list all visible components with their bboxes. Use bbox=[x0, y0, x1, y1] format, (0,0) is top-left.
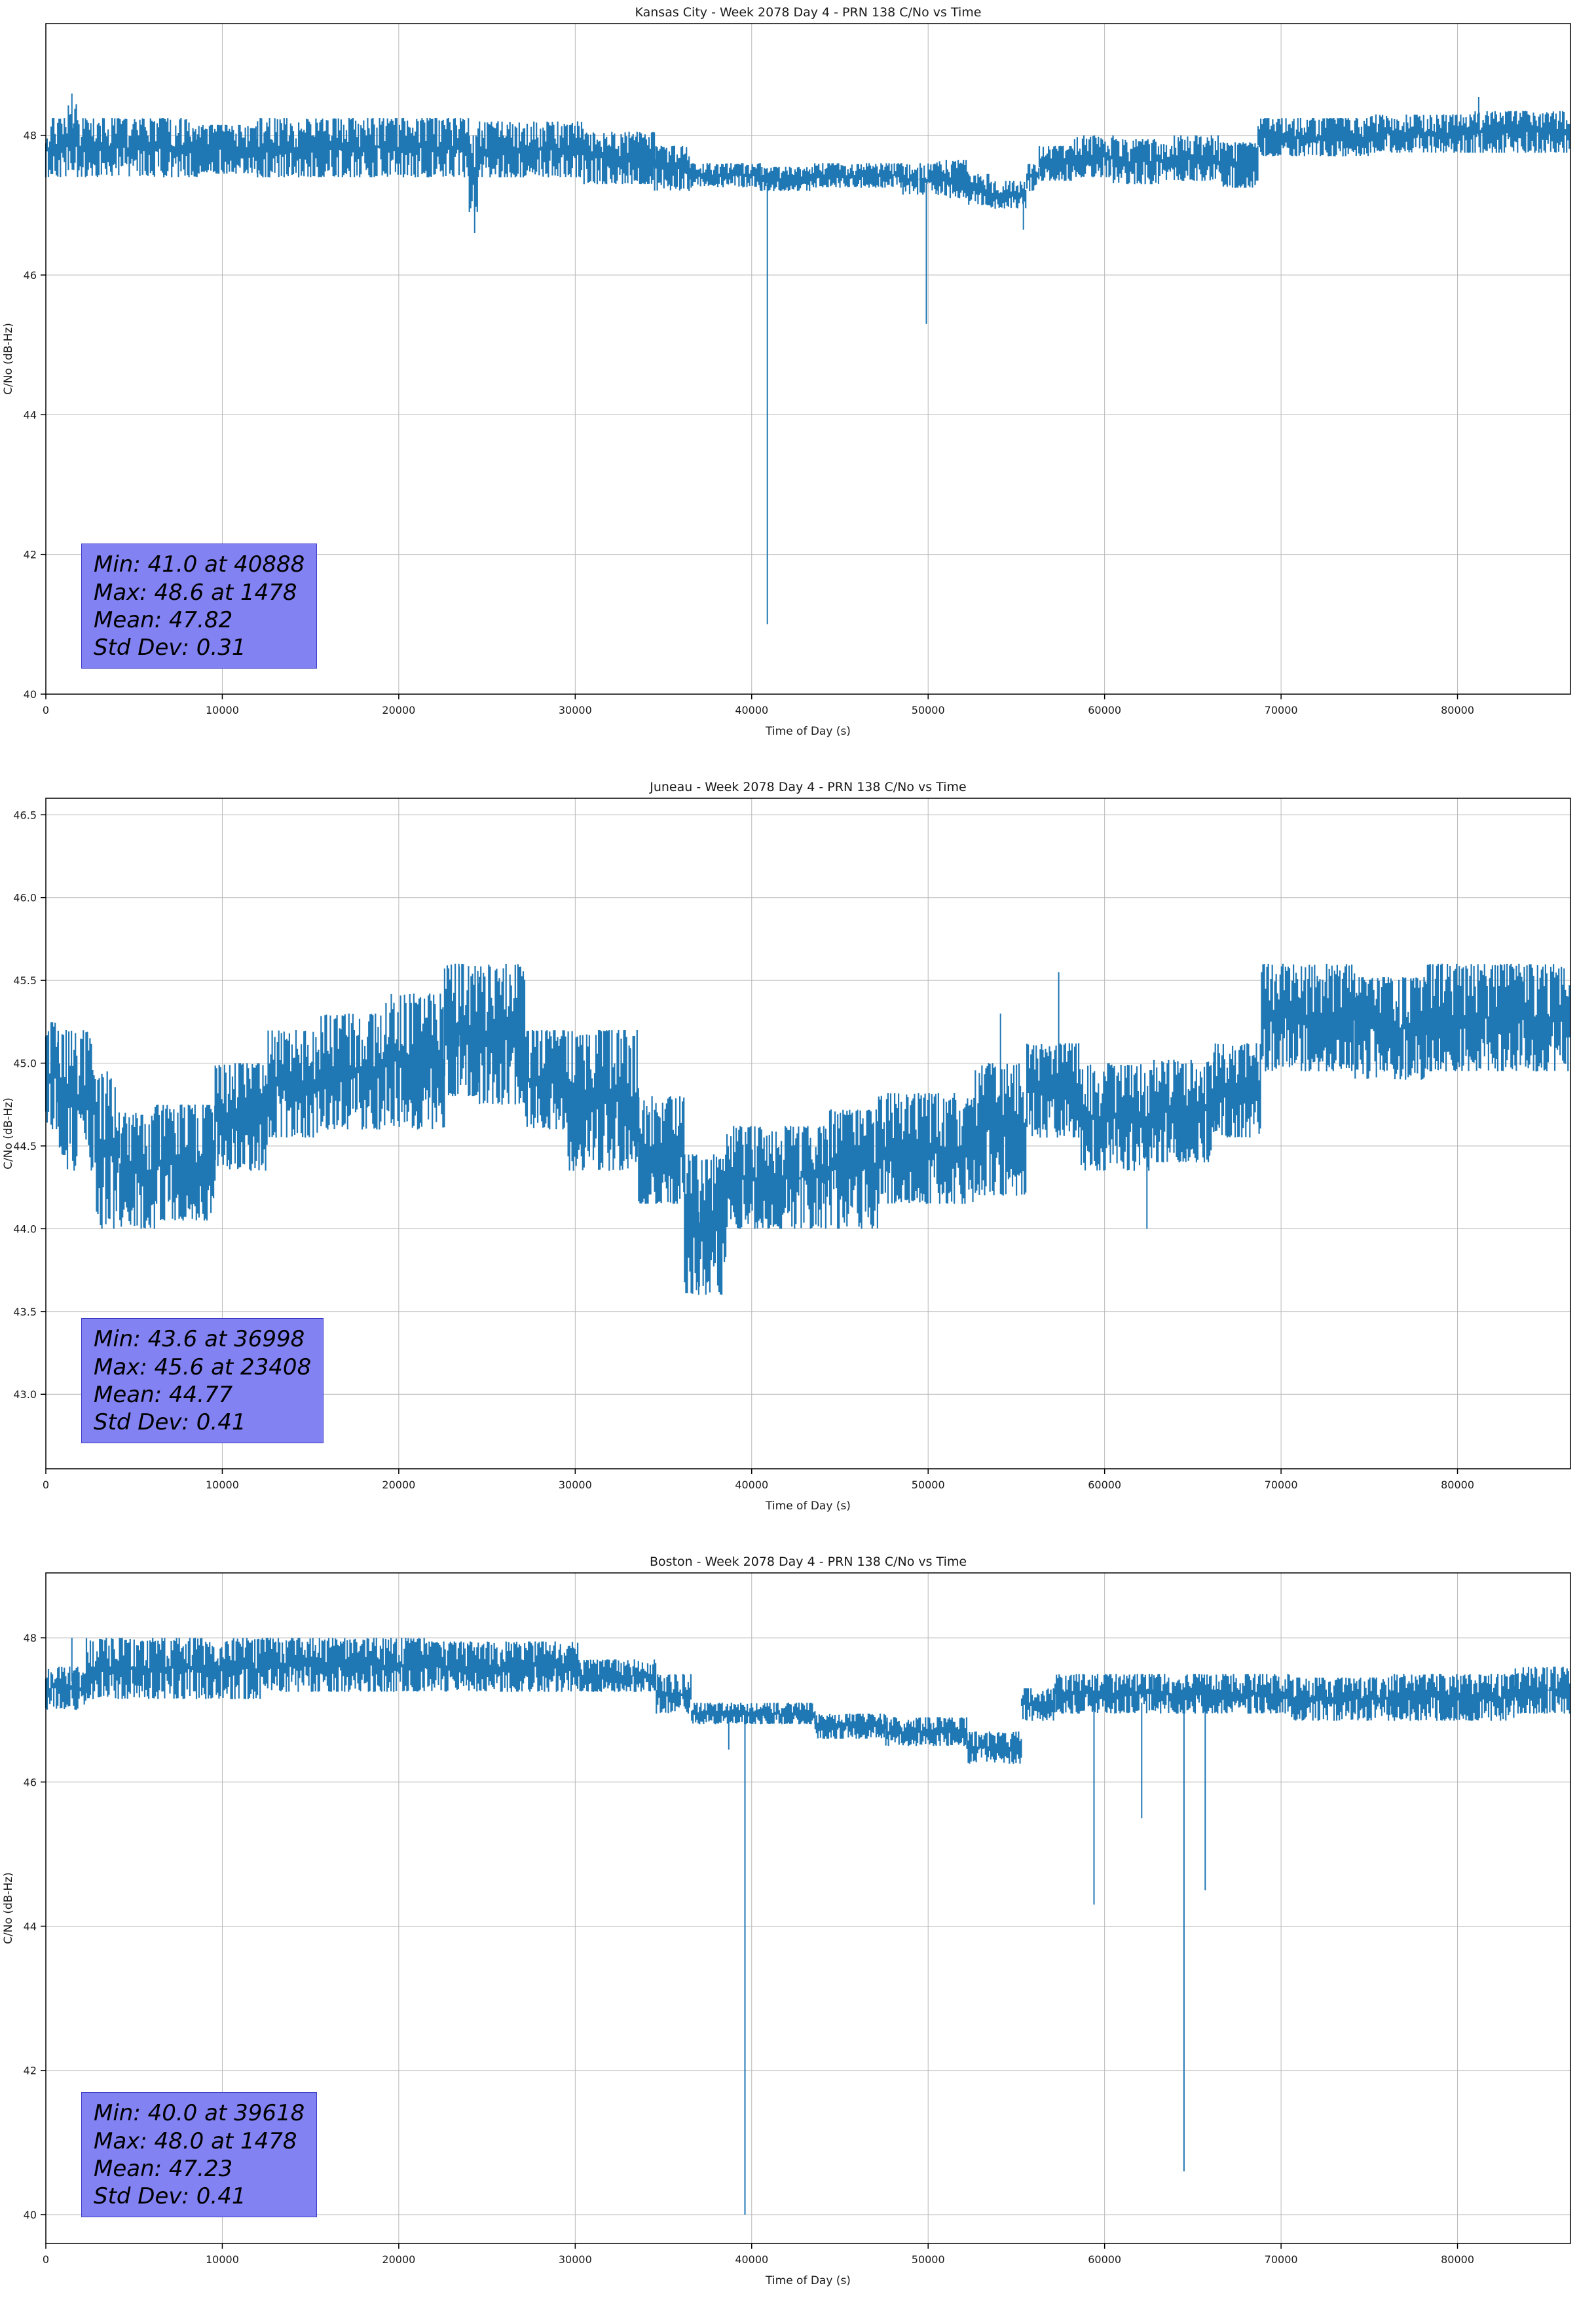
y-tick-label: 43.0 bbox=[13, 1388, 37, 1401]
y-tick-label: 42 bbox=[24, 2065, 37, 2077]
x-tick-label: 30000 bbox=[559, 704, 592, 716]
stats-mean: Mean: 47.23 bbox=[94, 2155, 233, 2182]
y-axis-label: C/No (dB-Hz) bbox=[2, 1097, 15, 1170]
x-axis-label: Time of Day (s) bbox=[765, 725, 851, 738]
figure-boston: Boston - Week 2078 Day 4 - PRN 138 C/No … bbox=[0, 1549, 1577, 2323]
x-tick-label: 60000 bbox=[1088, 2253, 1121, 2266]
stats-max: Max: 45.6 at 23408 bbox=[94, 1354, 312, 1380]
x-tick-label: 80000 bbox=[1441, 1479, 1474, 1491]
chart-title: Boston - Week 2078 Day 4 - PRN 138 C/No … bbox=[649, 1555, 967, 1569]
x-tick-label: 80000 bbox=[1441, 2253, 1474, 2266]
y-tick-label: 48 bbox=[24, 1632, 37, 1644]
x-tick-label: 20000 bbox=[382, 704, 415, 716]
x-tick-label: 10000 bbox=[206, 704, 239, 716]
chart-title: Juneau - Week 2078 Day 4 - PRN 138 C/No … bbox=[650, 780, 967, 794]
y-tick-label: 48 bbox=[24, 130, 37, 142]
x-tick-label: 50000 bbox=[912, 704, 945, 716]
stats-box: Min: 41.0 at 40888 Max: 48.6 at 1478 Mea… bbox=[81, 544, 318, 669]
figure-kansas-city: Kansas City - Week 2078 Day 4 - PRN 138 … bbox=[0, 0, 1577, 775]
x-tick-label: 80000 bbox=[1441, 704, 1474, 716]
x-tick-label: 50000 bbox=[912, 1479, 945, 1491]
x-tick-label: 40000 bbox=[735, 2253, 768, 2266]
y-tick-label: 44.5 bbox=[13, 1140, 37, 1153]
y-tick-label: 46.5 bbox=[13, 809, 37, 821]
stats-stddev: Std Dev: 0.41 bbox=[94, 2183, 246, 2209]
chart-title: Kansas City - Week 2078 Day 4 - PRN 138 … bbox=[635, 5, 982, 20]
stats-min: Min: 40.0 at 39618 bbox=[94, 2100, 305, 2127]
stats-stddev: Std Dev: 0.41 bbox=[94, 1409, 246, 1435]
stats-stddev: Std Dev: 0.31 bbox=[94, 634, 246, 661]
x-tick-label: 20000 bbox=[382, 2253, 415, 2266]
stats-max: Max: 48.6 at 1478 bbox=[94, 579, 297, 606]
x-tick-label: 50000 bbox=[912, 2253, 945, 2266]
x-tick-label: 40000 bbox=[735, 704, 768, 716]
series-spikes bbox=[71, 93, 1479, 625]
x-tick-label: 30000 bbox=[559, 2253, 592, 2266]
x-tick-label: 40000 bbox=[735, 1479, 768, 1491]
x-tick-label: 0 bbox=[43, 2253, 49, 2266]
y-tick-label: 45.0 bbox=[13, 1058, 37, 1070]
y-tick-label: 42 bbox=[24, 549, 37, 561]
x-tick-label: 10000 bbox=[206, 2253, 239, 2266]
y-tick-label: 44 bbox=[24, 1921, 37, 1933]
stats-max: Max: 48.0 at 1478 bbox=[94, 2128, 297, 2154]
x-tick-label: 30000 bbox=[559, 1479, 592, 1491]
y-tick-label: 46.0 bbox=[13, 892, 37, 904]
y-tick-label: 44 bbox=[24, 409, 37, 421]
stats-box: Min: 43.6 at 36998 Max: 45.6 at 23408 Me… bbox=[81, 1318, 324, 1443]
axes-border bbox=[45, 1572, 1571, 2244]
x-tick-label: 70000 bbox=[1265, 704, 1298, 716]
y-tick-label: 40 bbox=[24, 688, 37, 701]
x-tick-label: 70000 bbox=[1265, 2253, 1298, 2266]
y-tick-label: 44.0 bbox=[13, 1223, 37, 1235]
x-tick-label: 20000 bbox=[382, 1479, 415, 1491]
x-axis-label: Time of Day (s) bbox=[765, 1500, 851, 1513]
y-tick-label: 40 bbox=[24, 2209, 37, 2221]
axes-border bbox=[45, 798, 1571, 1469]
series-spikes bbox=[458, 963, 1148, 1295]
axes-border bbox=[45, 23, 1571, 695]
x-tick-label: 60000 bbox=[1088, 704, 1121, 716]
y-tick-label: 46 bbox=[24, 269, 37, 282]
stats-min: Min: 41.0 at 40888 bbox=[94, 551, 305, 578]
stats-mean: Mean: 44.77 bbox=[94, 1381, 233, 1408]
figure-juneau: Juneau - Week 2078 Day 4 - PRN 138 C/No … bbox=[0, 775, 1577, 1549]
series-spikes bbox=[71, 1638, 1206, 2215]
stats-mean: Mean: 47.82 bbox=[94, 606, 233, 633]
x-tick-label: 60000 bbox=[1088, 1479, 1121, 1491]
x-axis-label: Time of Day (s) bbox=[765, 2274, 851, 2287]
y-tick-label: 45.5 bbox=[13, 974, 37, 987]
y-axis-label: C/No (dB-Hz) bbox=[2, 1872, 15, 1944]
y-tick-label: 43.5 bbox=[13, 1306, 37, 1318]
y-tick-label: 46 bbox=[24, 1776, 37, 1788]
stats-box: Min: 40.0 at 39618 Max: 48.0 at 1478 Mea… bbox=[81, 2092, 318, 2217]
x-tick-label: 0 bbox=[43, 704, 49, 716]
x-tick-label: 0 bbox=[43, 1479, 49, 1491]
x-tick-label: 70000 bbox=[1265, 1479, 1298, 1491]
x-tick-label: 10000 bbox=[206, 1479, 239, 1491]
stats-min: Min: 43.6 at 36998 bbox=[94, 1326, 305, 1353]
y-axis-label: C/No (dB-Hz) bbox=[2, 323, 15, 395]
